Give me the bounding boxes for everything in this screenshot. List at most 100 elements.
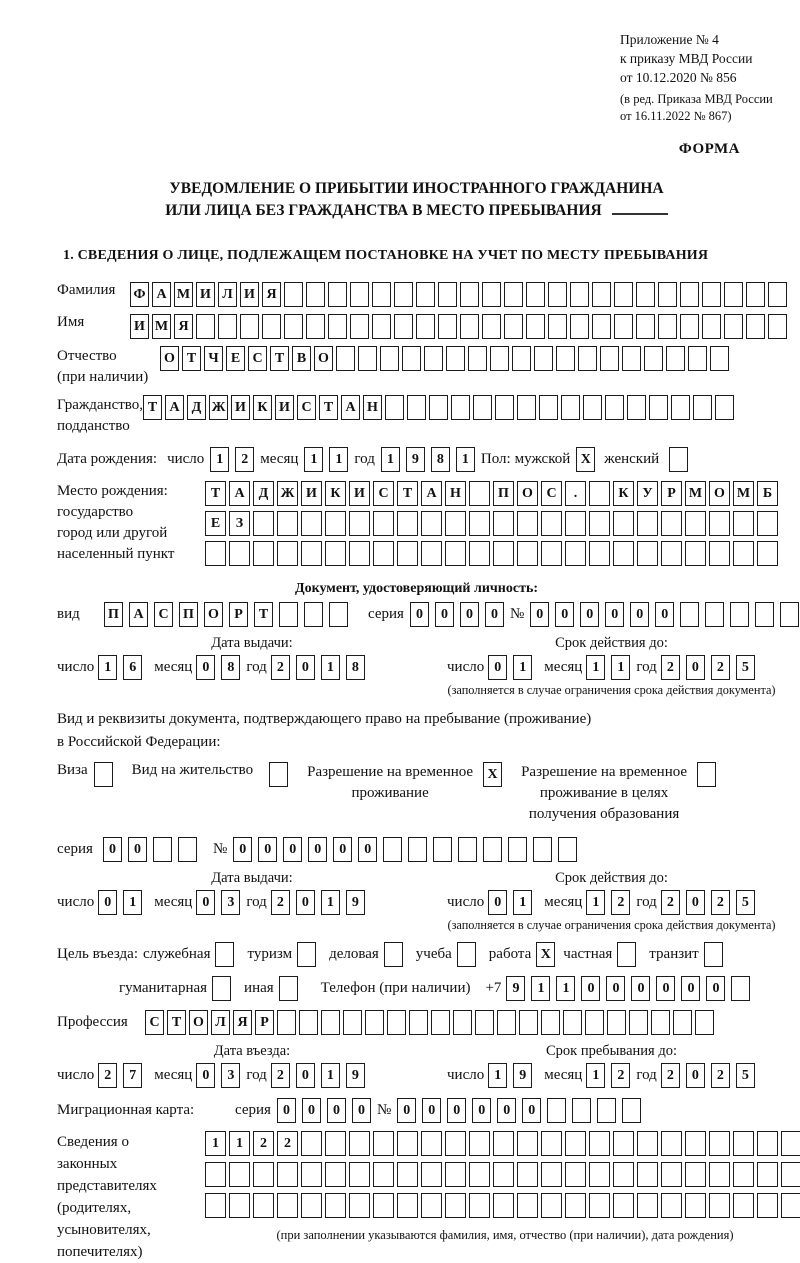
form-cell[interactable] <box>152 837 172 862</box>
form-cell[interactable] <box>493 1162 514 1187</box>
form-cell[interactable]: 0 <box>409 602 429 627</box>
form-cell[interactable]: А <box>341 395 360 420</box>
form-cell[interactable]: И <box>275 395 294 420</box>
form-cell[interactable] <box>733 1131 754 1156</box>
form-cell[interactable] <box>709 1131 730 1156</box>
form-cell[interactable] <box>703 942 723 967</box>
form-cell[interactable] <box>541 1131 562 1156</box>
form-cell[interactable] <box>497 1010 516 1035</box>
form-cell[interactable] <box>541 1010 560 1035</box>
form-cell[interactable] <box>565 1193 586 1218</box>
form-cell[interactable] <box>215 942 235 967</box>
form-cell[interactable] <box>757 541 778 566</box>
form-cell[interactable] <box>408 837 428 862</box>
form-cell[interactable] <box>349 1193 370 1218</box>
form-cell[interactable] <box>541 1162 562 1187</box>
form-cell[interactable] <box>746 314 765 339</box>
form-cell[interactable] <box>229 1162 250 1187</box>
form-cell[interactable] <box>218 314 237 339</box>
form-cell[interactable] <box>277 1193 298 1218</box>
form-cell[interactable]: С <box>154 602 173 627</box>
form-cell[interactable]: 0 <box>295 655 315 680</box>
form-cell[interactable] <box>253 541 274 566</box>
form-cell[interactable] <box>517 541 538 566</box>
form-cell[interactable]: Я <box>174 314 193 339</box>
form-cell[interactable]: Ж <box>277 481 298 506</box>
form-cell[interactable] <box>733 1162 754 1187</box>
form-cell[interactable]: . <box>565 481 586 506</box>
form-cell[interactable]: 8 <box>221 655 241 680</box>
form-cell[interactable] <box>572 1098 592 1123</box>
form-cell[interactable] <box>277 1010 296 1035</box>
form-cell[interactable] <box>589 1162 610 1187</box>
form-cell[interactable] <box>680 282 699 307</box>
form-cell[interactable]: А <box>129 602 148 627</box>
form-cell[interactable]: Б <box>757 481 778 506</box>
form-cell[interactable] <box>445 1193 466 1218</box>
form-cell[interactable] <box>433 837 453 862</box>
form-cell[interactable] <box>556 346 575 371</box>
form-cell[interactable]: П <box>104 602 123 627</box>
form-cell[interactable]: Л <box>211 1010 230 1035</box>
form-cell[interactable] <box>284 314 303 339</box>
form-cell[interactable]: 2 <box>660 655 680 680</box>
form-cell[interactable]: 6 <box>123 655 143 680</box>
form-cell[interactable]: И <box>196 282 215 307</box>
form-cell[interactable] <box>781 1193 800 1218</box>
form-cell[interactable]: И <box>231 395 250 420</box>
form-cell[interactable]: 1 <box>320 655 340 680</box>
form-cell[interactable]: К <box>253 395 272 420</box>
form-cell[interactable]: 0 <box>685 1063 705 1088</box>
form-cell[interactable] <box>733 511 754 536</box>
form-cell[interactable]: 1 <box>229 1131 250 1156</box>
form-cell[interactable] <box>637 511 658 536</box>
form-cell[interactable] <box>649 395 668 420</box>
form-cell[interactable] <box>614 282 633 307</box>
form-cell[interactable]: 0 <box>301 1098 321 1123</box>
form-cell[interactable] <box>565 1162 586 1187</box>
form-cell[interactable]: О <box>204 602 223 627</box>
form-cell[interactable] <box>493 1193 514 1218</box>
form-cell[interactable] <box>578 346 597 371</box>
form-cell[interactable] <box>541 541 562 566</box>
form-cell[interactable] <box>695 1010 714 1035</box>
form-cell[interactable]: 0 <box>655 602 675 627</box>
form-cell[interactable] <box>768 282 787 307</box>
form-cell[interactable] <box>733 1193 754 1218</box>
form-cell[interactable]: Р <box>661 481 682 506</box>
form-cell[interactable]: А <box>152 282 171 307</box>
form-cell[interactable] <box>613 1162 634 1187</box>
form-cell[interactable] <box>277 1162 298 1187</box>
form-cell[interactable]: 1 <box>586 655 606 680</box>
form-cell[interactable]: С <box>297 395 316 420</box>
form-cell[interactable] <box>637 1131 658 1156</box>
form-cell[interactable] <box>570 314 589 339</box>
form-cell[interactable]: 2 <box>98 1063 118 1088</box>
form-cell[interactable]: 0 <box>472 1098 492 1123</box>
form-cell[interactable] <box>661 1162 682 1187</box>
form-cell[interactable]: 0 <box>631 976 651 1001</box>
form-cell[interactable]: 3 <box>221 1063 241 1088</box>
form-cell[interactable] <box>661 1131 682 1156</box>
form-cell[interactable] <box>321 1010 340 1035</box>
form-cell[interactable] <box>349 541 370 566</box>
form-cell[interactable]: К <box>613 481 634 506</box>
form-cell[interactable] <box>397 511 418 536</box>
form-cell[interactable]: 3 <box>221 890 241 915</box>
form-cell[interactable]: Д <box>253 481 274 506</box>
form-cell[interactable] <box>299 1010 318 1035</box>
form-cell[interactable] <box>685 541 706 566</box>
form-cell[interactable] <box>277 511 298 536</box>
form-cell[interactable] <box>205 1162 226 1187</box>
form-cell[interactable] <box>358 346 377 371</box>
form-cell[interactable]: Т <box>205 481 226 506</box>
form-cell[interactable]: Я <box>233 1010 252 1035</box>
form-cell[interactable] <box>416 314 435 339</box>
form-cell[interactable]: 0 <box>308 837 328 862</box>
form-cell[interactable] <box>585 1010 604 1035</box>
form-cell[interactable] <box>383 942 403 967</box>
form-cell[interactable] <box>253 511 274 536</box>
form-cell[interactable] <box>589 481 610 506</box>
form-cell[interactable] <box>661 511 682 536</box>
form-cell[interactable]: 9 <box>405 447 425 472</box>
